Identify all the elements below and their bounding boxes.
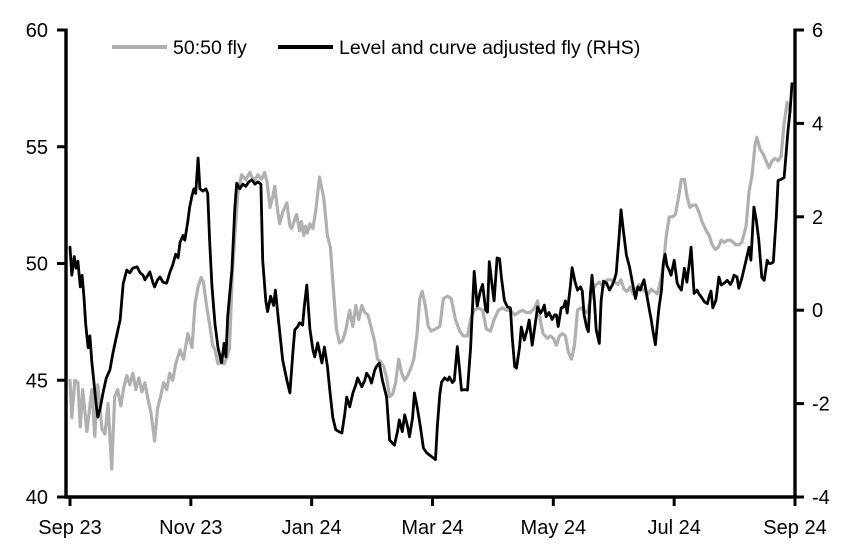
legend-item: Level and curve adjusted fly (RHS) bbox=[278, 37, 640, 59]
y-axis-left-tick-label: 55 bbox=[26, 137, 48, 159]
y-axis-left-tick-label: 40 bbox=[26, 487, 48, 509]
series-level-curve-adjusted-fly-line bbox=[68, 82, 794, 462]
series-50-50-fly-line bbox=[68, 100, 792, 471]
series-group bbox=[68, 82, 794, 471]
x-axis-tick-label: Sep 24 bbox=[763, 517, 826, 539]
y-axis-left-tick-label: 60 bbox=[26, 20, 48, 42]
y-axis-left-tick-label: 45 bbox=[26, 370, 48, 392]
x-axis-tick-label: May 24 bbox=[521, 517, 587, 539]
y-axis-right-tick-label: 0 bbox=[812, 300, 823, 322]
x-axis-tick-label: Jul 24 bbox=[647, 517, 700, 539]
x-axis-tick-label: Nov 23 bbox=[159, 517, 222, 539]
y-axis-left-tick-label: 50 bbox=[26, 254, 48, 276]
legend-label: 50:50 fly bbox=[173, 37, 247, 59]
y-axis-right-tick-label: -4 bbox=[812, 487, 830, 509]
x-axis-ticks: Sep 23 Nov 23 Jan 24 Mar 24 May 24 Jul 24 Sep … bbox=[38, 497, 827, 539]
x-axis-tick-label: Sep 23 bbox=[38, 517, 101, 539]
x-axis-tick-label: Jan 24 bbox=[282, 517, 342, 539]
legend: 50:50 fly Level and curve adjusted fly (R… bbox=[112, 37, 640, 59]
y-axis-right-tick-label: 4 bbox=[812, 113, 823, 135]
x-axis-tick-label: Mar 24 bbox=[401, 517, 463, 539]
y-axis-left-ticks: 60 55 50 45 40 bbox=[26, 20, 66, 509]
y-axis-right-tick-label: -2 bbox=[812, 394, 830, 416]
y-axis-right-ticks: 6 4 2 0 -2 -4 bbox=[795, 20, 830, 509]
legend-label: Level and curve adjusted fly (RHS) bbox=[339, 37, 640, 59]
legend-item: 50:50 fly bbox=[112, 37, 247, 59]
y-axis-right-tick-label: 6 bbox=[812, 20, 823, 42]
y-axis-right-tick-label: 2 bbox=[812, 207, 823, 229]
